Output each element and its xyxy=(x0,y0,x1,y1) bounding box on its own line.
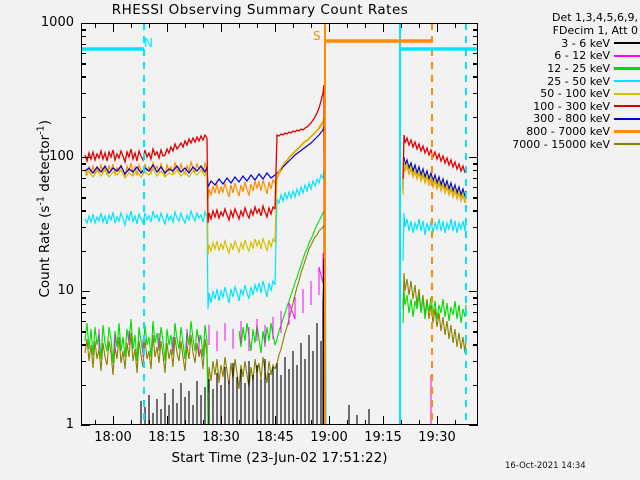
legend-item-800-7000keV[interactable]: 800 - 7000 keV xyxy=(487,125,640,138)
legend-label-800-7000keV: 800 - 7000 keV xyxy=(526,124,610,138)
legend-swatch-7000-15000keV xyxy=(614,142,640,146)
legend-item-3-6keV[interactable]: 3 - 6 keV xyxy=(487,37,640,50)
legend-item-25-50keV[interactable]: 25 - 50 keV xyxy=(487,75,640,88)
page-title: RHESSI Observing Summary Count Rates xyxy=(111,2,409,18)
legend-swatch-800-7000keV xyxy=(614,130,640,133)
legend-label-7000-15000keV: 7000 - 15000 keV xyxy=(512,137,610,151)
legend-item-12-25keV[interactable]: 12 - 25 keV xyxy=(487,62,640,75)
legend-item-7000-15000keV[interactable]: 7000 - 15000 keV xyxy=(487,138,640,151)
y-tick-label-1: 1 xyxy=(65,417,74,432)
x-tick-label-1830: 18:30 xyxy=(202,430,240,445)
saa-marker-label: S xyxy=(313,29,321,43)
legend-item-300-800keV[interactable]: 300 - 800 keV xyxy=(487,112,640,126)
y-axis-title-post: ) xyxy=(36,120,53,126)
x-tick-label-1815: 18:15 xyxy=(148,430,186,445)
legend-label-100-300keV: 100 - 300 keV xyxy=(533,99,610,113)
legend: Det 1,3,4,5,6,9, FDecim 1, Att 0 3 - 6 k… xyxy=(487,11,640,151)
y-tick-label-1000: 1000 xyxy=(40,15,74,30)
y-tick-label-10: 10 xyxy=(57,283,74,298)
legend-label-50-100keV: 50 - 100 keV xyxy=(540,87,610,101)
legend-item-100-300keV[interactable]: 100 - 300 keV xyxy=(487,100,640,113)
legend-item-50-100keV[interactable]: 50 - 100 keV xyxy=(487,87,640,100)
legend-swatch-12-25keV xyxy=(614,67,640,70)
night-marker-label: N xyxy=(144,36,153,50)
legend-swatch-25-50keV xyxy=(614,79,640,83)
legend-label-3-6keV: 3 - 6 keV xyxy=(561,36,610,50)
legend-swatch-3-6keV xyxy=(614,42,640,45)
legend-label-300-800keV: 300 - 800 keV xyxy=(533,112,610,126)
y-tick-label-100: 100 xyxy=(49,149,74,164)
x-tick-label-1930: 19:30 xyxy=(418,430,456,445)
legend-label-25-50keV: 25 - 50 keV xyxy=(547,74,610,88)
x-tick-label-1845: 18:45 xyxy=(256,430,294,445)
legend-swatch-6-12keV xyxy=(614,54,640,57)
plot-frame xyxy=(81,23,478,425)
legend-item-6-12keV[interactable]: 6 - 12 keV xyxy=(487,49,640,63)
y-axis-title: Count Rate (s-1 detector-1) xyxy=(35,79,53,339)
x-tick-label-1800: 18:00 xyxy=(94,430,132,445)
y-axis-title-sup1: -1 xyxy=(35,196,47,206)
y-axis-title-mid: detector xyxy=(36,134,53,197)
legend-swatch-300-800keV xyxy=(614,117,640,120)
legend-label-6-12keV: 6 - 12 keV xyxy=(554,49,610,63)
legend-fdecim-line: FDecim 1, Att 0 xyxy=(552,23,638,37)
y-axis-title-sup2: -1 xyxy=(35,125,47,135)
y-axis-title-pre: Count Rate (s xyxy=(36,205,53,298)
legend-swatch-100-300keV xyxy=(614,105,640,108)
legend-detector-line: Det 1,3,4,5,6,9, xyxy=(551,11,638,24)
render-timestamp: 16-Oct-2021 14:34 xyxy=(505,461,586,471)
x-tick-label-1915: 19:15 xyxy=(364,430,402,445)
x-axis-title: Start Time (23-Jun-02 17:51:22) xyxy=(171,450,388,466)
x-tick-label-1900: 19:00 xyxy=(310,430,348,445)
legend-label-12-25keV: 12 - 25 keV xyxy=(547,61,610,75)
legend-swatch-50-100keV xyxy=(614,92,640,95)
